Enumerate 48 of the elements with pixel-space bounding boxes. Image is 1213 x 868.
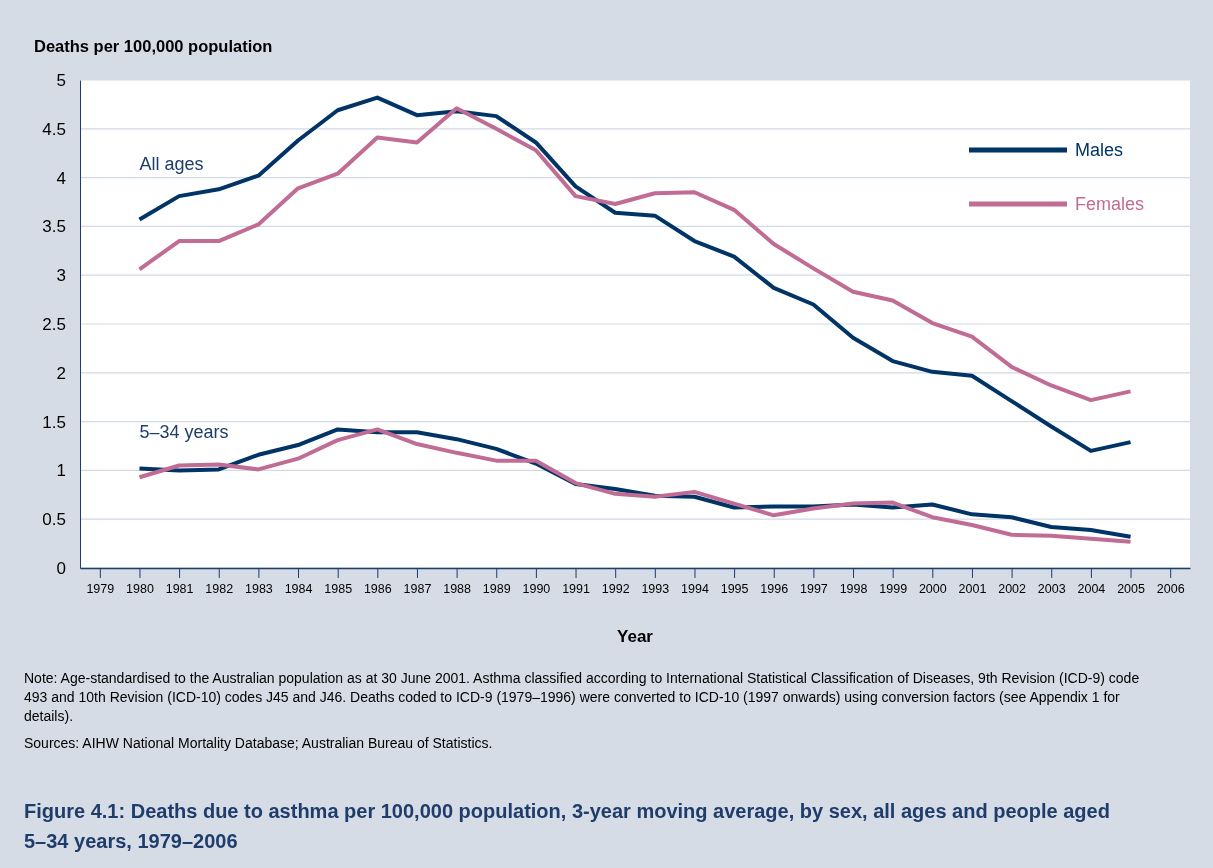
x-tick-label: 1982 <box>205 581 234 596</box>
x-tick-label: 2006 <box>1156 581 1185 596</box>
x-tick-label: 1992 <box>601 581 630 596</box>
y-tick-label: 3.5 <box>42 217 66 237</box>
x-tick-label: 2001 <box>958 581 987 596</box>
text: Males <box>1075 140 1124 160</box>
annotation: 5–34 years <box>139 422 229 443</box>
y-axis-title: Deaths per 100,000 population <box>34 37 273 55</box>
text: Note: Age-standardised to the Australian population as at 30 June 2001. Asthma classified according to International Statistical Classification of Diseases, 9th Revision (ICD-9) code 493 and 10th Revision (ICD-10) codes J45 and J46. Deaths coded to ICD-9 (1979–1996) were converted to ICD-10 (1997 onwards) using conversion factors (see Appendix 1 for details). <box>24 670 1140 724</box>
x-tick-label: 2002 <box>998 581 1027 596</box>
y-tick-label: 4.5 <box>42 119 66 139</box>
y-tick-label: 4 <box>56 168 66 188</box>
x-tick-label: 1988 <box>443 581 472 596</box>
x-tick-label: 1998 <box>839 581 868 596</box>
x-tick-label: 1985 <box>324 581 353 596</box>
x-tick-label: 1995 <box>720 581 749 596</box>
y-tick-label: 5 <box>56 70 66 90</box>
y-tick-label: 3 <box>56 266 66 286</box>
x-tick-label: 1986 <box>363 581 392 596</box>
y-tick-label: 2.5 <box>42 314 66 334</box>
y-tick-label: 1 <box>56 461 66 481</box>
x-tick-label: 1999 <box>879 581 908 596</box>
x-tick-label: 1979 <box>86 581 115 596</box>
x-tick-label: 1996 <box>760 581 789 596</box>
x-tick-label: 2005 <box>1117 581 1145 596</box>
annotation: All ages <box>139 153 204 174</box>
x-tick-label: 2000 <box>918 581 947 596</box>
x-tick-label: 1994 <box>681 581 709 596</box>
x-tick-label: 1991 <box>562 581 590 596</box>
source-note: Sources: AIHW National Mortality Database; Australian Bureau of Statistics. <box>24 735 493 751</box>
x-tick-label: 2003 <box>1037 581 1066 596</box>
x-tick-label: 1987 <box>403 581 432 596</box>
y-tick-label: 0.5 <box>42 510 66 530</box>
x-axis-title: Year <box>617 627 654 646</box>
x-tick-label: 1989 <box>482 581 511 596</box>
x-tick-label: 1990 <box>522 581 551 596</box>
y-tick-label: 1.5 <box>42 412 66 432</box>
y-tick-label: 2 <box>56 363 66 383</box>
x-tick-label: 1980 <box>126 581 154 596</box>
y-tick-label: 0 <box>56 558 66 578</box>
x-tick-label: 1983 <box>244 581 273 596</box>
x-tick-label: 1981 <box>165 581 194 596</box>
text: Females <box>1075 194 1145 214</box>
text: Figure 4.1: Deaths due to asthma per 100,000 population, 3-year moving average, by sex, all ages and people aged 5–34 years, 1979–2006 <box>24 800 1110 852</box>
x-tick-label: 1993 <box>641 581 670 596</box>
x-tick-label: 1997 <box>799 581 828 596</box>
x-tick-label: 2004 <box>1077 581 1106 596</box>
x-tick-label: 1984 <box>284 581 313 596</box>
